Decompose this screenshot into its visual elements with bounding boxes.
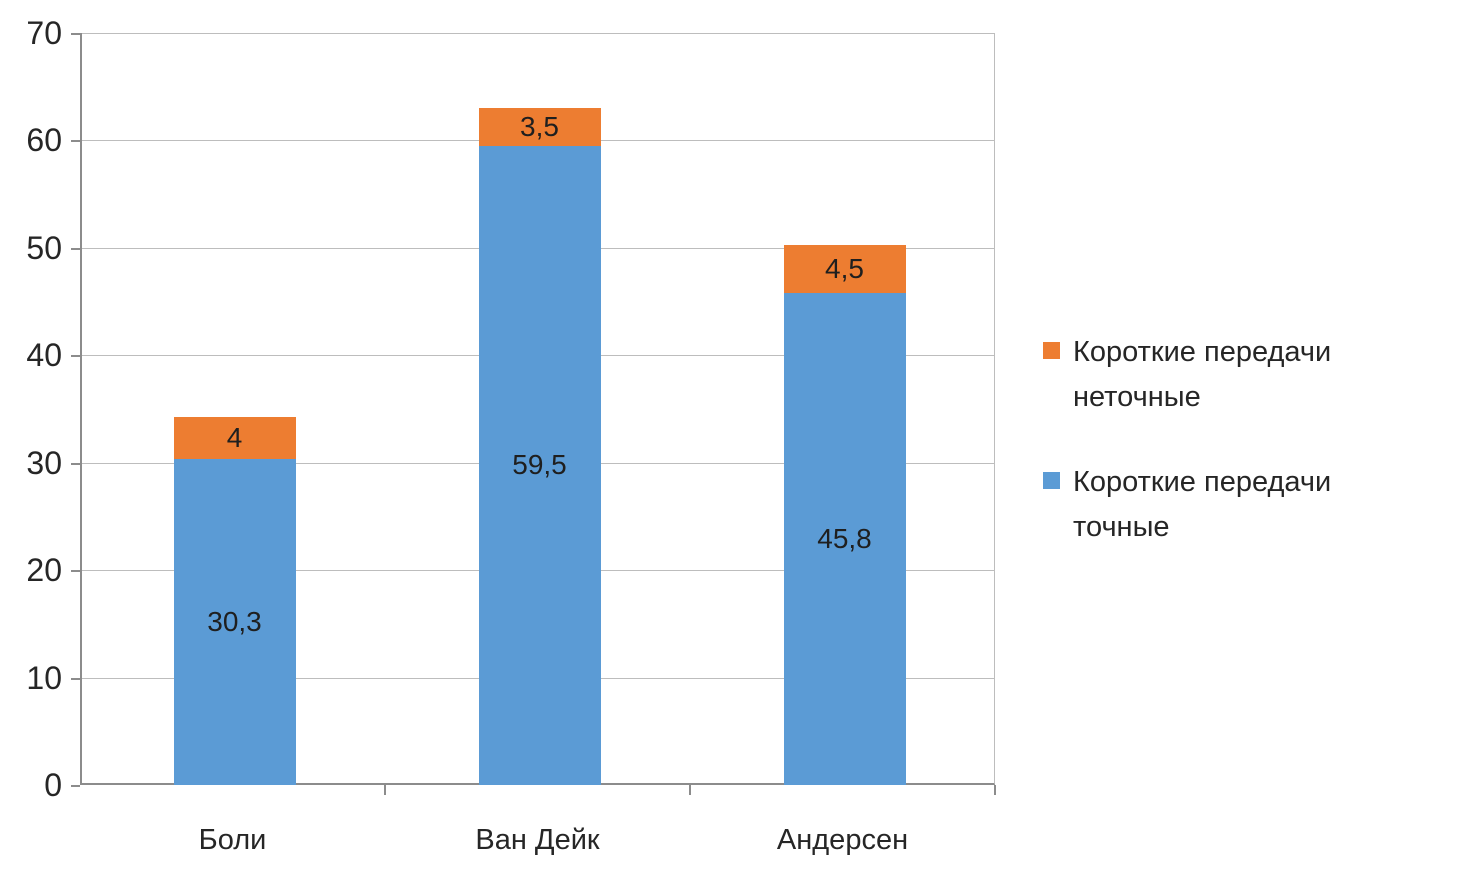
data-label: 30,3: [207, 606, 262, 638]
data-label: 3,5: [520, 110, 559, 142]
legend-label: Короткие передачи неточные: [1073, 336, 1332, 413]
y-tick-mark: [71, 247, 80, 250]
gridline: [82, 33, 994, 34]
y-tick-mark: [71, 355, 80, 358]
x-category-label: Боли: [198, 824, 267, 856]
x-category-label: Андерсен: [776, 824, 909, 856]
legend-item: Короткие передачи точные: [1043, 460, 1443, 550]
x-tick-mark: [384, 785, 386, 795]
y-tick-label: 0: [44, 767, 62, 803]
x-tick-mark: [994, 785, 996, 795]
plot-area: 30,3 4 59,5 3,5 45,8 4,5: [80, 33, 995, 785]
bar-segment-inaccurate: 3,5: [478, 108, 601, 146]
y-tick-mark: [71, 570, 80, 573]
data-label: 4,5: [825, 252, 864, 284]
legend-item: Короткие передачи неточные: [1043, 330, 1443, 420]
legend-label: Короткие передачи точные: [1073, 465, 1332, 543]
data-label: 59,5: [512, 449, 567, 481]
x-category-label: Ван Дейк: [475, 824, 600, 856]
y-tick-label: 70: [26, 15, 62, 51]
y-tick-label: 30: [26, 444, 62, 481]
y-tick-label: 60: [26, 122, 62, 159]
y-tick-mark: [71, 140, 80, 143]
data-label: 4: [226, 422, 243, 453]
bar-segment-inaccurate: 4: [173, 416, 296, 460]
y-tick-mark: [71, 677, 80, 680]
y-tick-label: 40: [26, 337, 62, 374]
legend-swatch-icon: [1043, 342, 1060, 359]
chart-legend: Короткие передачи неточные Короткие перед…: [1043, 330, 1443, 590]
data-label: 45,8: [817, 522, 872, 554]
bar-segment-inaccurate: 4,5: [783, 244, 906, 293]
y-tick-label: 20: [26, 552, 62, 589]
y-tick-label: 50: [26, 229, 62, 266]
y-tick-label: 10: [26, 659, 62, 696]
x-tick-mark: [689, 785, 691, 795]
bar-segment-accurate: 59,5: [478, 145, 601, 785]
y-tick-mark: [71, 33, 80, 35]
bar-segment-accurate: 45,8: [783, 292, 906, 785]
legend-swatch-icon: [1043, 471, 1060, 489]
bar-segment-accurate: 30,3: [173, 459, 296, 785]
y-tick-mark: [71, 785, 80, 787]
y-tick-mark: [71, 462, 80, 465]
